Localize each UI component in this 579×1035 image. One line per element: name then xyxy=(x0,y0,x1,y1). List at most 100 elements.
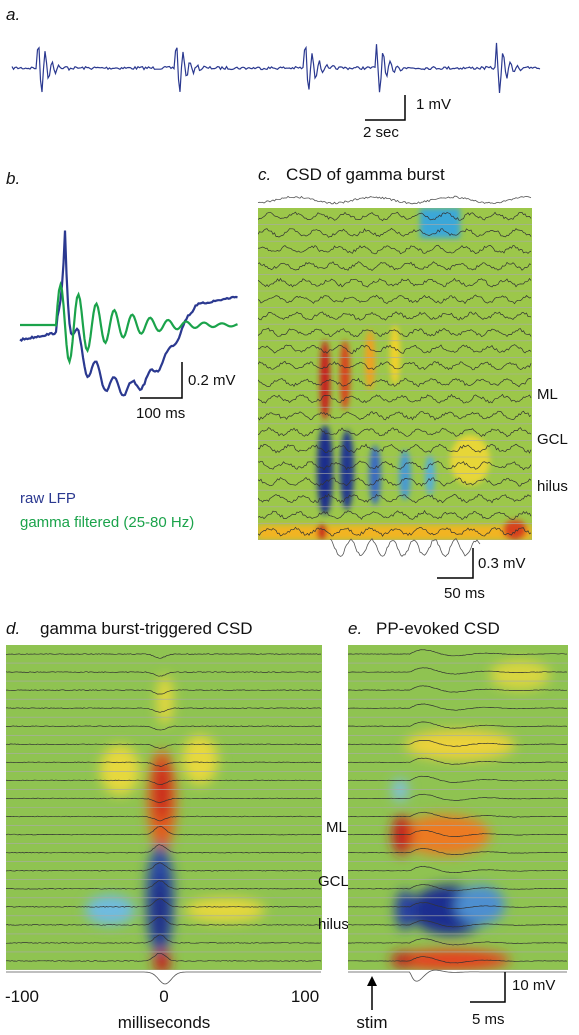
trace xyxy=(258,460,532,471)
scale-bar xyxy=(470,972,506,1003)
gamma-trace xyxy=(20,280,238,366)
panel-label: a. xyxy=(6,5,20,24)
layer-label: ML xyxy=(326,819,347,836)
trace xyxy=(348,649,568,657)
trace xyxy=(6,743,321,749)
trace xyxy=(6,880,322,890)
trace xyxy=(6,797,322,804)
scale-label: 2 sec xyxy=(363,124,399,141)
scale-label: 10 mV xyxy=(512,977,555,994)
trace xyxy=(6,862,322,872)
trace xyxy=(258,393,532,404)
trace xyxy=(348,721,568,729)
trace xyxy=(258,277,532,288)
trace xyxy=(257,195,532,205)
trace xyxy=(258,493,532,504)
trace xyxy=(348,667,568,675)
trace xyxy=(6,934,322,944)
scale-label: 100 ms xyxy=(136,405,185,422)
scale-bar xyxy=(365,95,406,121)
trace xyxy=(258,327,532,338)
layer-label: hilus xyxy=(537,478,568,495)
trace xyxy=(258,443,532,454)
stim-arrowhead xyxy=(367,976,377,986)
trace xyxy=(348,902,568,910)
trace xyxy=(6,898,322,908)
trace xyxy=(258,476,532,487)
trace xyxy=(348,938,568,946)
trace xyxy=(348,793,567,801)
trace xyxy=(258,294,532,305)
trace xyxy=(348,956,568,964)
scale-label: 1 mV xyxy=(416,96,451,113)
x-tick-label: 0 xyxy=(159,987,168,1006)
trace xyxy=(329,537,481,558)
trace xyxy=(6,725,322,731)
lfp-trace xyxy=(11,42,541,93)
layer-label: GCL xyxy=(537,431,568,448)
layer-label: ML xyxy=(537,386,558,403)
raw-trace xyxy=(19,230,238,397)
trace xyxy=(6,779,321,785)
heatmap xyxy=(348,645,568,970)
trace xyxy=(348,685,568,693)
legend-entry: gamma filtered (25-80 Hz) xyxy=(20,514,194,531)
trace xyxy=(6,707,322,713)
trace xyxy=(6,844,322,854)
annotation: stim xyxy=(356,1013,387,1032)
trace xyxy=(6,952,322,962)
trace xyxy=(348,775,568,783)
x-tick-label: -100 xyxy=(5,987,39,1006)
trace xyxy=(258,244,532,255)
trace xyxy=(258,377,532,388)
legend-entry: raw LFP xyxy=(20,490,76,507)
scale-bar xyxy=(437,548,474,579)
panel-title: gamma burst-triggered CSD xyxy=(40,619,253,638)
trace xyxy=(6,671,321,677)
scale-label: 5 ms xyxy=(472,1011,505,1028)
trace xyxy=(348,884,568,892)
trace xyxy=(348,739,568,747)
panel-label: b. xyxy=(6,169,20,188)
trace xyxy=(6,815,322,822)
trace xyxy=(258,509,532,520)
trace xyxy=(348,829,568,837)
x-tick-label: 100 xyxy=(291,987,319,1006)
trace xyxy=(6,971,321,985)
trace xyxy=(348,703,568,711)
trace xyxy=(6,653,321,659)
trace xyxy=(348,920,567,928)
trace xyxy=(258,427,532,438)
trace xyxy=(258,360,532,371)
scale-bar xyxy=(140,362,183,399)
trace xyxy=(258,211,532,222)
scale-label: 0.3 mV xyxy=(478,555,526,572)
heatmap xyxy=(6,645,322,970)
trace xyxy=(258,344,532,354)
trace xyxy=(6,916,321,926)
trace xyxy=(6,761,322,767)
panel-title: PP-evoked CSD xyxy=(376,619,500,638)
trace xyxy=(258,311,532,321)
scale-label: 0.2 mV xyxy=(188,372,236,389)
x-axis-label: milliseconds xyxy=(118,1013,211,1032)
panel-title: CSD of gamma burst xyxy=(286,165,445,184)
panel-label: c. xyxy=(258,165,271,184)
trace xyxy=(258,261,532,271)
trace xyxy=(258,410,532,421)
layer-label: hilus xyxy=(318,916,349,933)
trace xyxy=(258,526,532,537)
scale-label: 50 ms xyxy=(444,585,485,602)
trace xyxy=(258,227,532,238)
panel-label: d. xyxy=(6,619,20,638)
trace xyxy=(6,689,322,695)
panel-label: e. xyxy=(348,619,362,638)
trace xyxy=(348,865,568,874)
layer-label: GCL xyxy=(318,873,349,890)
trace xyxy=(6,825,322,836)
trace xyxy=(348,811,568,819)
trace xyxy=(348,969,567,982)
trace xyxy=(348,757,568,765)
trace xyxy=(348,847,568,856)
